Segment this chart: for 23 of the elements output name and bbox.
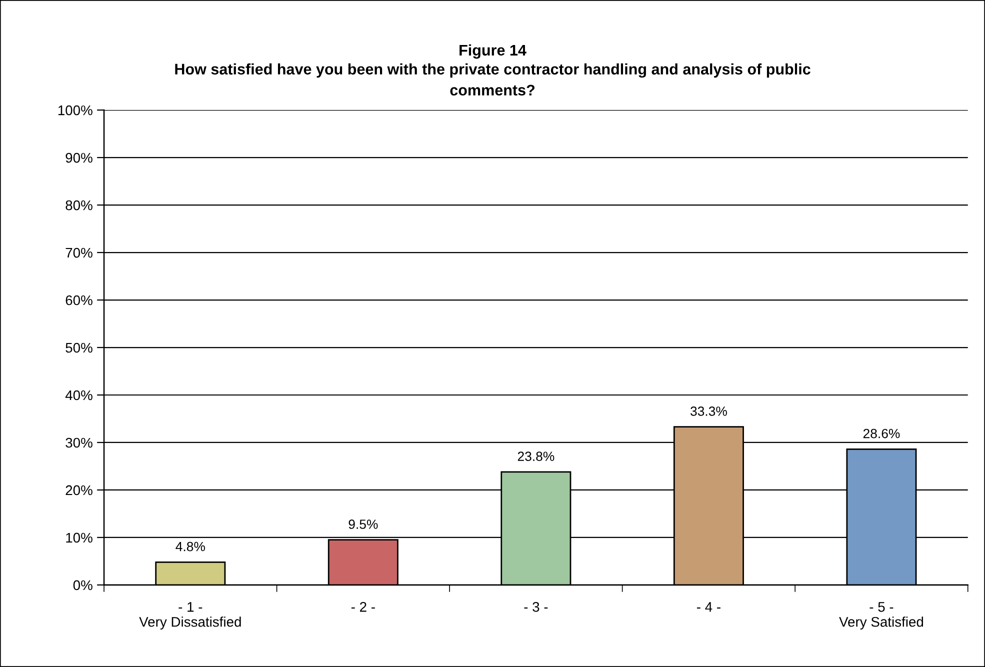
y-tick-label: 40% (65, 390, 92, 400)
data-label: 23.8% (518, 452, 554, 461)
y-tick-label: 60% (66, 295, 92, 306)
x-tick-label: - 2 - (351, 602, 375, 612)
x-tick-label: - 1 - Very Dissatisfied (139, 602, 241, 630)
data-label: 28.6% (863, 428, 900, 438)
chart-subtitle: How satisfied have you been with the private contractor handling and analysis of public comments? (175, 63, 810, 96)
chart-title: Figure 14 (460, 44, 526, 59)
data-label: 33.3% (690, 406, 727, 416)
data-label: 4.8% (176, 542, 205, 552)
y-tick-label: 30% (66, 438, 92, 448)
y-tick-label: 100% (58, 105, 92, 116)
y-tick-label: 90% (66, 152, 92, 163)
x-tick-label: - 5 - Very Satisfied (839, 602, 924, 630)
x-tick-label: - 3 - (524, 602, 548, 612)
x-tick-label: - 4 - (696, 602, 720, 612)
y-tick-label: 50% (66, 342, 92, 353)
y-tick-label: 10% (66, 532, 92, 543)
data-label: 9.5% (348, 520, 378, 529)
y-tick-label: 20% (66, 485, 92, 496)
y-tick-label: 0% (73, 580, 92, 590)
y-tick-label: 70% (66, 248, 92, 258)
y-tick-label: 80% (66, 200, 92, 210)
